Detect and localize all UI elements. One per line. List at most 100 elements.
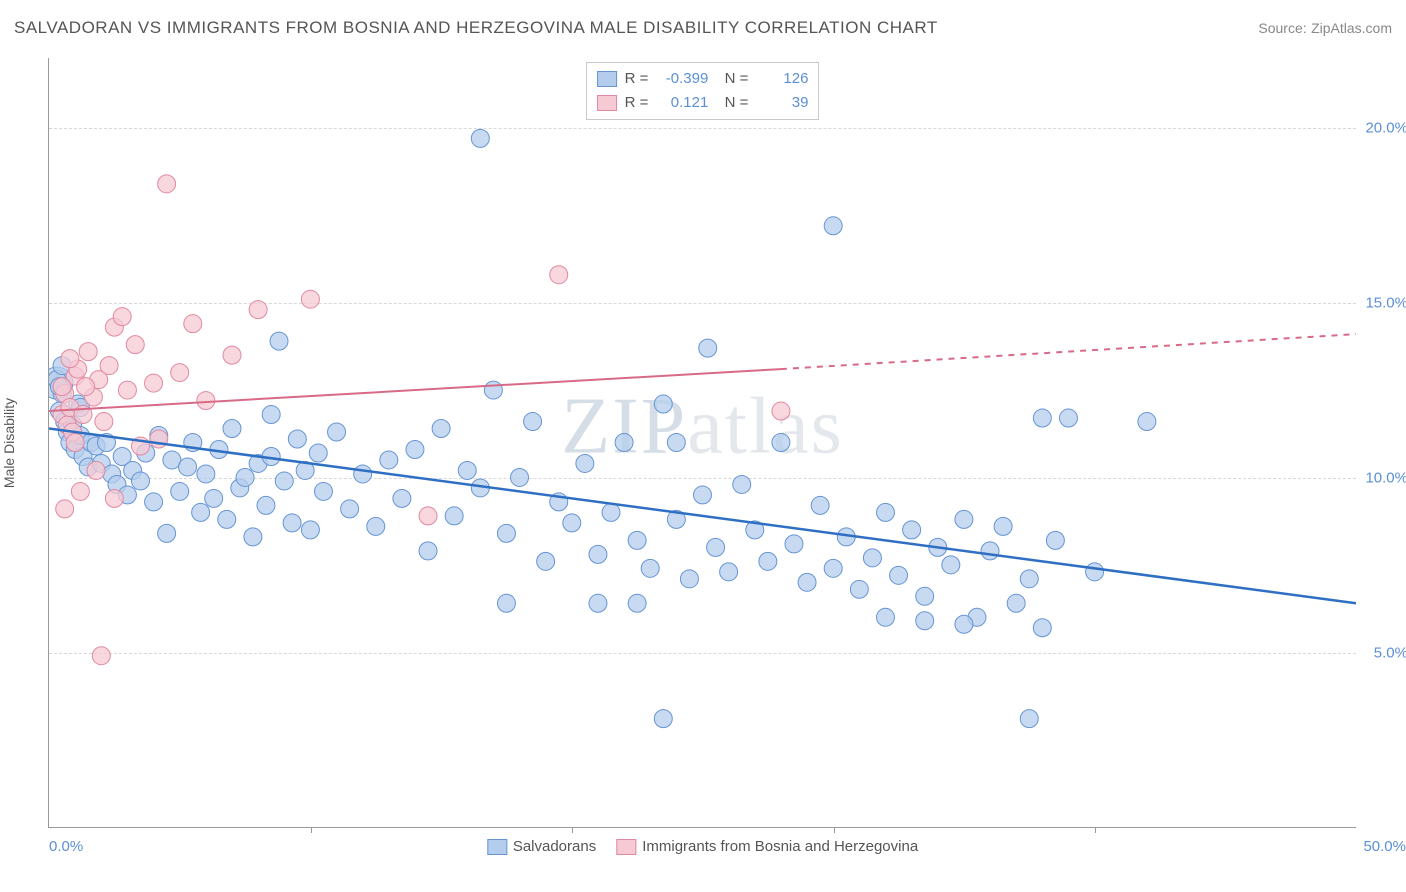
data-point xyxy=(863,549,881,567)
swatch-series-0 xyxy=(597,71,617,87)
data-point xyxy=(79,343,97,361)
data-point xyxy=(179,458,197,476)
y-tick-label: 5.0% xyxy=(1360,645,1406,662)
data-point xyxy=(184,315,202,333)
data-point xyxy=(419,542,437,560)
data-point xyxy=(432,420,450,438)
data-point xyxy=(145,374,163,392)
data-point xyxy=(589,594,607,612)
series-legend: Salvadorans Immigrants from Bosnia and H… xyxy=(487,838,918,855)
data-point xyxy=(876,503,894,521)
data-point xyxy=(100,357,118,375)
data-point xyxy=(61,350,79,368)
data-point xyxy=(1033,409,1051,427)
data-point xyxy=(641,559,659,577)
data-point xyxy=(354,465,372,483)
data-point xyxy=(262,406,280,424)
data-point xyxy=(484,381,502,399)
data-point xyxy=(301,521,319,539)
chart-canvas xyxy=(49,58,1356,827)
data-point xyxy=(733,475,751,493)
x-tick-mark xyxy=(834,827,835,833)
x-tick-mark xyxy=(572,827,573,833)
data-point xyxy=(798,573,816,591)
data-point xyxy=(628,594,646,612)
data-point xyxy=(458,461,476,479)
data-point xyxy=(576,454,594,472)
data-point xyxy=(393,489,411,507)
data-point xyxy=(654,395,672,413)
data-point xyxy=(283,514,301,532)
data-point xyxy=(126,336,144,354)
data-point xyxy=(497,594,515,612)
data-point xyxy=(824,217,842,235)
data-point xyxy=(994,517,1012,535)
data-point xyxy=(589,545,607,563)
data-point xyxy=(56,500,74,518)
data-point xyxy=(903,521,921,539)
data-point xyxy=(244,528,262,546)
r-label: R = xyxy=(625,91,649,115)
data-point xyxy=(772,434,790,452)
data-point xyxy=(1033,619,1051,637)
data-point xyxy=(205,489,223,507)
data-point xyxy=(1138,413,1156,431)
data-point xyxy=(171,482,189,500)
data-point xyxy=(113,308,131,326)
data-point xyxy=(158,175,176,193)
data-point xyxy=(288,430,306,448)
x-tick-mark xyxy=(311,827,312,833)
data-point xyxy=(667,434,685,452)
data-point xyxy=(406,441,424,459)
data-point xyxy=(218,510,236,528)
data-point xyxy=(197,465,215,483)
data-point xyxy=(87,461,105,479)
data-point xyxy=(628,531,646,549)
data-point xyxy=(916,587,934,605)
data-point xyxy=(1086,563,1104,581)
data-point xyxy=(223,420,241,438)
data-point xyxy=(563,514,581,532)
data-point xyxy=(314,482,332,500)
data-point xyxy=(772,402,790,420)
data-point xyxy=(341,500,359,518)
r-label: R = xyxy=(625,67,649,91)
data-point xyxy=(380,451,398,469)
swatch-bottom-1 xyxy=(616,839,636,855)
data-point xyxy=(367,517,385,535)
data-point xyxy=(1020,570,1038,588)
source-label: Source: xyxy=(1258,20,1306,36)
n-label: N = xyxy=(716,91,748,115)
r-value-0: -0.399 xyxy=(656,67,708,91)
data-point xyxy=(92,647,110,665)
data-point xyxy=(77,378,95,396)
data-point xyxy=(53,378,71,396)
data-point xyxy=(131,472,149,490)
data-point xyxy=(66,434,84,452)
data-point xyxy=(236,468,254,486)
n-label: N = xyxy=(716,67,748,91)
data-point xyxy=(955,510,973,528)
n-value-0: 126 xyxy=(756,67,808,91)
data-point xyxy=(309,444,327,462)
data-point xyxy=(105,489,123,507)
swatch-bottom-0 xyxy=(487,839,507,855)
data-point xyxy=(720,563,738,581)
data-point xyxy=(654,710,672,728)
data-point xyxy=(95,413,113,431)
data-point xyxy=(916,612,934,630)
data-point xyxy=(171,364,189,382)
y-axis-label: Male Disability xyxy=(1,397,17,487)
data-point xyxy=(602,503,620,521)
legend-row-series-0: R = -0.399 N = 126 xyxy=(597,67,809,91)
data-point xyxy=(759,552,777,570)
data-point xyxy=(850,580,868,598)
source-credit: Source: ZipAtlas.com xyxy=(1258,20,1392,38)
data-point xyxy=(811,496,829,514)
chart-title: SALVADORAN VS IMMIGRANTS FROM BOSNIA AND… xyxy=(14,18,938,38)
r-value-1: 0.121 xyxy=(656,91,708,115)
data-point xyxy=(275,472,293,490)
data-point xyxy=(445,507,463,525)
data-point xyxy=(301,290,319,308)
data-point xyxy=(1059,409,1077,427)
